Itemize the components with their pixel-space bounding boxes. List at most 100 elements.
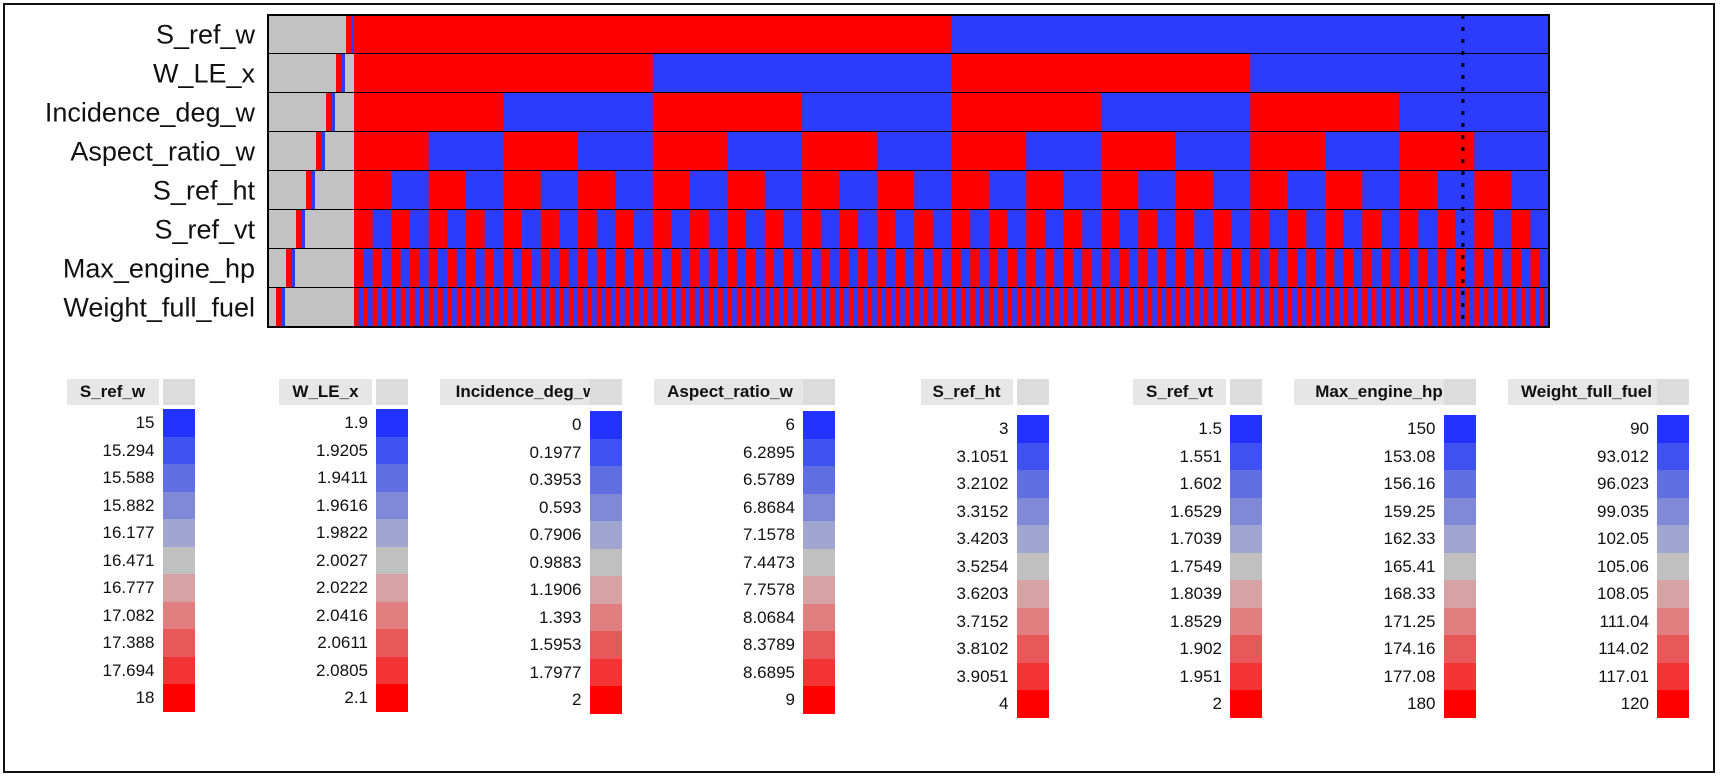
- heatmap-cell: [1376, 288, 1382, 327]
- heatmap-cell: [545, 288, 551, 327]
- legend-title: Incidence_deg_w: [440, 379, 612, 405]
- heatmap-cell: [522, 249, 532, 288]
- heatmap-border: [267, 14, 1550, 328]
- heatmap-cell: [932, 249, 943, 288]
- legend-value: 8.0684: [743, 607, 795, 627]
- heatmap-cell: [802, 132, 878, 171]
- heatmap-cell: [774, 288, 780, 327]
- legend-title: S_ref_w: [66, 379, 159, 405]
- heatmap-cell: [1348, 288, 1354, 327]
- row-summary-low-marker: [291, 249, 295, 288]
- heatmap-cell: [923, 249, 934, 288]
- heatmap-cell: [792, 249, 803, 288]
- heatmap-cell: [596, 249, 607, 288]
- legend-value: 99.035: [1597, 501, 1649, 521]
- heatmap-cell: [517, 288, 523, 327]
- heatmap-cell: [680, 288, 686, 327]
- heatmap-cell: [578, 132, 654, 171]
- heatmap-cell: [979, 288, 985, 327]
- heatmap-cell: [825, 288, 831, 327]
- heatmap-cell: [1068, 288, 1074, 327]
- heatmap-cell: [680, 249, 691, 288]
- heatmap-cell: [1026, 288, 1032, 327]
- legend-swatch: [1016, 525, 1049, 553]
- row-summary-low-marker: [331, 93, 335, 132]
- heatmap-cell: [1166, 249, 1176, 288]
- heatmap-cell: [615, 171, 654, 210]
- legend-swatch: [1016, 415, 1049, 443]
- legend-value: 16.777: [102, 578, 155, 597]
- legend-title: Weight_full_fuel: [1507, 379, 1666, 405]
- heatmap-cell: [727, 249, 738, 288]
- heatmap-cell: [1413, 288, 1419, 327]
- heatmap-cell: [830, 288, 836, 327]
- legend-value: 2: [1212, 694, 1222, 713]
- legend-swatch: [1016, 635, 1049, 663]
- heatmap-cell: [634, 288, 640, 327]
- heatmap-cell: [354, 210, 374, 249]
- legend-swatch: [1657, 690, 1689, 718]
- heatmap-cell: [988, 249, 999, 288]
- heatmap-cell: [550, 249, 560, 288]
- heatmap-cell: [1128, 288, 1134, 327]
- heatmap-cell: [1422, 288, 1429, 327]
- heatmap-cell: [652, 54, 952, 93]
- heatmap-cell: [876, 249, 887, 288]
- heatmap-cell: [1110, 288, 1116, 327]
- heatmap-cell: [1189, 288, 1195, 327]
- heatmap-cell: [1063, 171, 1102, 210]
- legend-swatch: [1657, 635, 1689, 663]
- legend-swatch: [589, 576, 622, 604]
- heatmap-cell: [1296, 288, 1302, 327]
- heatmap-cell: [652, 288, 658, 327]
- heatmap-cell: [1250, 54, 1550, 93]
- heatmap-cell: [410, 288, 416, 327]
- heatmap-cell: [634, 249, 644, 288]
- legend-swatch: [803, 658, 835, 687]
- heatmap-cell: [909, 288, 915, 327]
- row-summary-low-marker: [341, 54, 345, 93]
- heatmap-cell: [503, 132, 579, 171]
- heatmap-cell: [578, 171, 616, 210]
- heatmap-cell: [568, 249, 579, 288]
- heatmap-cell: [914, 288, 920, 327]
- legend-swatch: [1230, 415, 1262, 443]
- heatmap-cell: [1100, 132, 1176, 171]
- heatmap-cell: [1324, 210, 1345, 249]
- legend-value: 3.1051: [956, 446, 1009, 466]
- heatmap-cell: [1362, 171, 1401, 210]
- heatmap-cell: [1329, 288, 1335, 327]
- heatmap-cell: [699, 249, 710, 288]
- heatmap-cell: [354, 171, 392, 210]
- legend-swatch: [589, 686, 622, 714]
- legend-value: 108.05: [1597, 584, 1649, 603]
- legend-value: 150: [1407, 419, 1436, 438]
- heatmap-cell: [1110, 249, 1120, 288]
- heatmap-cell: [750, 288, 756, 327]
- heatmap-cell: [956, 288, 962, 327]
- heatmap-cell: [685, 288, 691, 327]
- heatmap-cell: [1264, 288, 1270, 327]
- heatmap-cell: [834, 288, 840, 327]
- heatmap-cell: [736, 249, 747, 288]
- heatmap-cell: [666, 288, 672, 327]
- legend-swatch: [162, 436, 195, 465]
- heatmap-cell: [1474, 249, 1485, 288]
- heatmap-cell: [503, 93, 654, 132]
- legend-swatch: [376, 656, 408, 685]
- heatmap-cell: [1408, 288, 1415, 327]
- heatmap-cell: [1180, 288, 1186, 327]
- row-summary-low-marker: [281, 288, 285, 327]
- heatmap-cell: [503, 249, 514, 288]
- row-summary-Incidence_deg_w: [268, 93, 354, 132]
- heatmap-cell: [475, 288, 481, 327]
- legend-Aspect_ratio_w: Aspect_ratio_w 6 6.2895 6.5789 6.8684 7.1578 7…: [649, 379, 857, 765]
- legend-swatch: [376, 684, 408, 712]
- heatmap-cell: [1306, 249, 1317, 288]
- heatmap-cell: [1058, 288, 1064, 327]
- heatmap-cell: [783, 210, 803, 249]
- legend-value: 2.1: [344, 688, 368, 707]
- legend-swatch: [1230, 662, 1262, 691]
- heatmap-cell: [1147, 288, 1153, 327]
- heatmap-cell: [391, 249, 402, 288]
